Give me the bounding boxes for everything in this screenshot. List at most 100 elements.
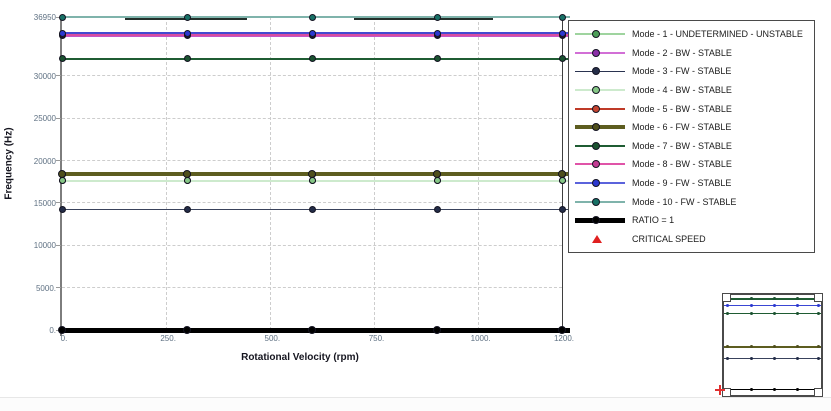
legend-line [575,107,625,110]
legend-marker-icon [592,197,600,206]
legend-entry: Mode - 10 - FW - STABLE [575,196,810,208]
selection-handle[interactable] [814,388,823,397]
data-point-marker [308,55,316,63]
preview-thumbnail[interactable] [715,293,823,397]
legend-entry: Mode - 1 - UNDETERMINED - UNSTABLE [575,28,810,40]
legend-line [575,89,625,91]
legend-swatch [575,140,625,152]
legend-entry: Mode - 9 - FW - STABLE [575,177,810,189]
inset-marker [772,297,776,300]
chart-legend: Mode - 1 - UNDETERMINED - UNSTABLE Mode -… [568,20,815,253]
data-point-marker [433,170,441,179]
data-point-marker [308,29,316,37]
selection-handle[interactable] [814,293,823,302]
inset-marker [749,297,753,300]
data-point-marker [558,177,566,185]
legend-label: CRITICAL SPEED [632,233,706,244]
x-tick-label: 750. [368,334,385,343]
legend-entry: CRITICAL SPEED [575,233,810,245]
legend-label: Mode - 7 - BW - STABLE [632,140,732,151]
inset-marker [772,312,776,315]
legend-marker-icon [592,179,600,187]
legend-line [575,163,625,166]
y-tick-label: 5000. [35,283,56,293]
data-point-marker [308,13,316,21]
inset-marker [796,345,800,348]
data-point-marker [433,55,441,63]
series-line [61,16,570,18]
data-point-marker [58,29,66,37]
y-tick-label: 10000 [33,241,56,251]
legend-label: Mode - 1 - UNDETERMINED - UNSTABLE [632,29,803,39]
data-point-marker [308,205,316,213]
inset-marker [796,388,800,391]
h-gridline [62,287,562,289]
y-tick [56,117,61,119]
inset-marker [796,357,800,360]
y-tick-label: 0. [49,326,56,335]
legend-entry: Mode - 6 - FW - STABLE [575,121,810,133]
legend-marker-icon [592,85,600,94]
data-point-marker [308,177,316,185]
inset-series-line [724,388,821,391]
x-tick-label: 0. [60,334,68,343]
y-tick-label: 36950 [33,13,56,22]
legend-swatch [575,121,625,133]
legend-entry: Mode - 2 - BW - STABLE [575,47,810,59]
inset-marker [726,304,730,307]
legend-label: Mode - 6 - FW - STABLE [632,122,732,133]
data-point-marker [433,325,441,334]
inset-marker [816,357,820,360]
data-point-marker [558,29,566,37]
y-tick [56,244,61,246]
top-line-overlay-segment [353,17,494,20]
legend-swatch [575,47,625,59]
x-tick-label: 1200. [553,334,575,343]
data-point-marker [58,13,66,21]
inset-marker [749,388,753,391]
inset-series-line [724,304,821,307]
legend-label: Mode - 10 - FW - STABLE [632,196,737,207]
x-tick-label: 1000. [470,334,491,343]
series-line [61,32,570,35]
legend-line [575,200,625,203]
legend-line [575,33,625,35]
window-divider [0,397,831,398]
inset-marker [749,345,753,348]
y-tick-label: 15000 [33,198,56,208]
data-point-marker [58,55,66,63]
inset-marker [772,357,776,360]
data-point-marker [558,13,566,21]
inset-marker [796,297,800,300]
x-axis-title: Rotational Velocity (rpm) [241,352,359,363]
y-tick-label: 20000 [33,156,56,166]
legend-label: Mode - 9 - FW - STABLE [632,178,732,188]
inset-marker [726,357,730,360]
data-point-marker [183,55,191,63]
legend-line [575,144,625,147]
legend-entry: Mode - 7 - BW - STABLE [575,140,810,152]
legend-entry: Mode - 8 - BW - STABLE [575,158,810,170]
inset-marker [796,304,800,307]
inset-marker [749,304,753,307]
data-point-marker [558,205,566,213]
data-point-marker [183,325,191,334]
inset-marker [749,357,753,360]
selection-handle[interactable] [722,293,731,302]
legend-swatch [575,28,625,40]
h-gridline [62,117,562,119]
selection-handle[interactable] [722,388,731,397]
x-tick-label: 500. [264,334,281,343]
critical-speed-cross-icon [719,385,721,395]
series-line [61,33,570,36]
series-line [61,180,570,182]
window-lower-strip [0,398,831,411]
legend-label: Mode - 3 - FW - STABLE [632,66,732,77]
inset-marker [749,312,753,315]
data-point-marker [558,170,566,179]
legend-label: Mode - 8 - BW - STABLE [632,159,732,170]
h-gridline [62,244,562,246]
data-point-marker [433,29,441,37]
